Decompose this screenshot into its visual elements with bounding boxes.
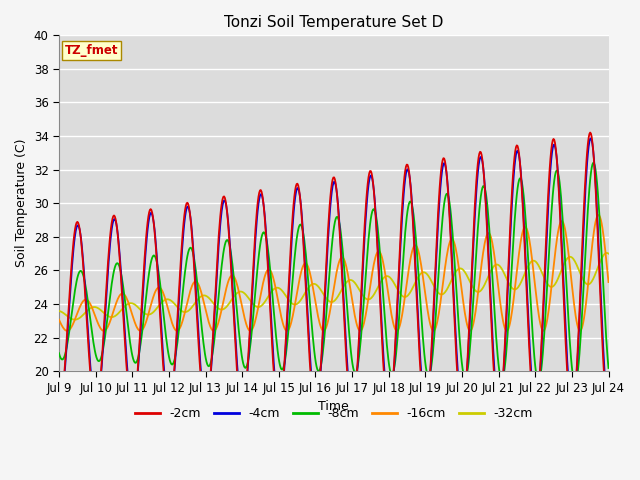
Legend: -2cm, -4cm, -8cm, -16cm, -32cm: -2cm, -4cm, -8cm, -16cm, -32cm: [129, 402, 538, 425]
Y-axis label: Soil Temperature (C): Soil Temperature (C): [15, 139, 28, 267]
Title: Tonzi Soil Temperature Set D: Tonzi Soil Temperature Set D: [224, 15, 444, 30]
Text: TZ_fmet: TZ_fmet: [65, 44, 118, 57]
X-axis label: Time: Time: [318, 400, 349, 413]
